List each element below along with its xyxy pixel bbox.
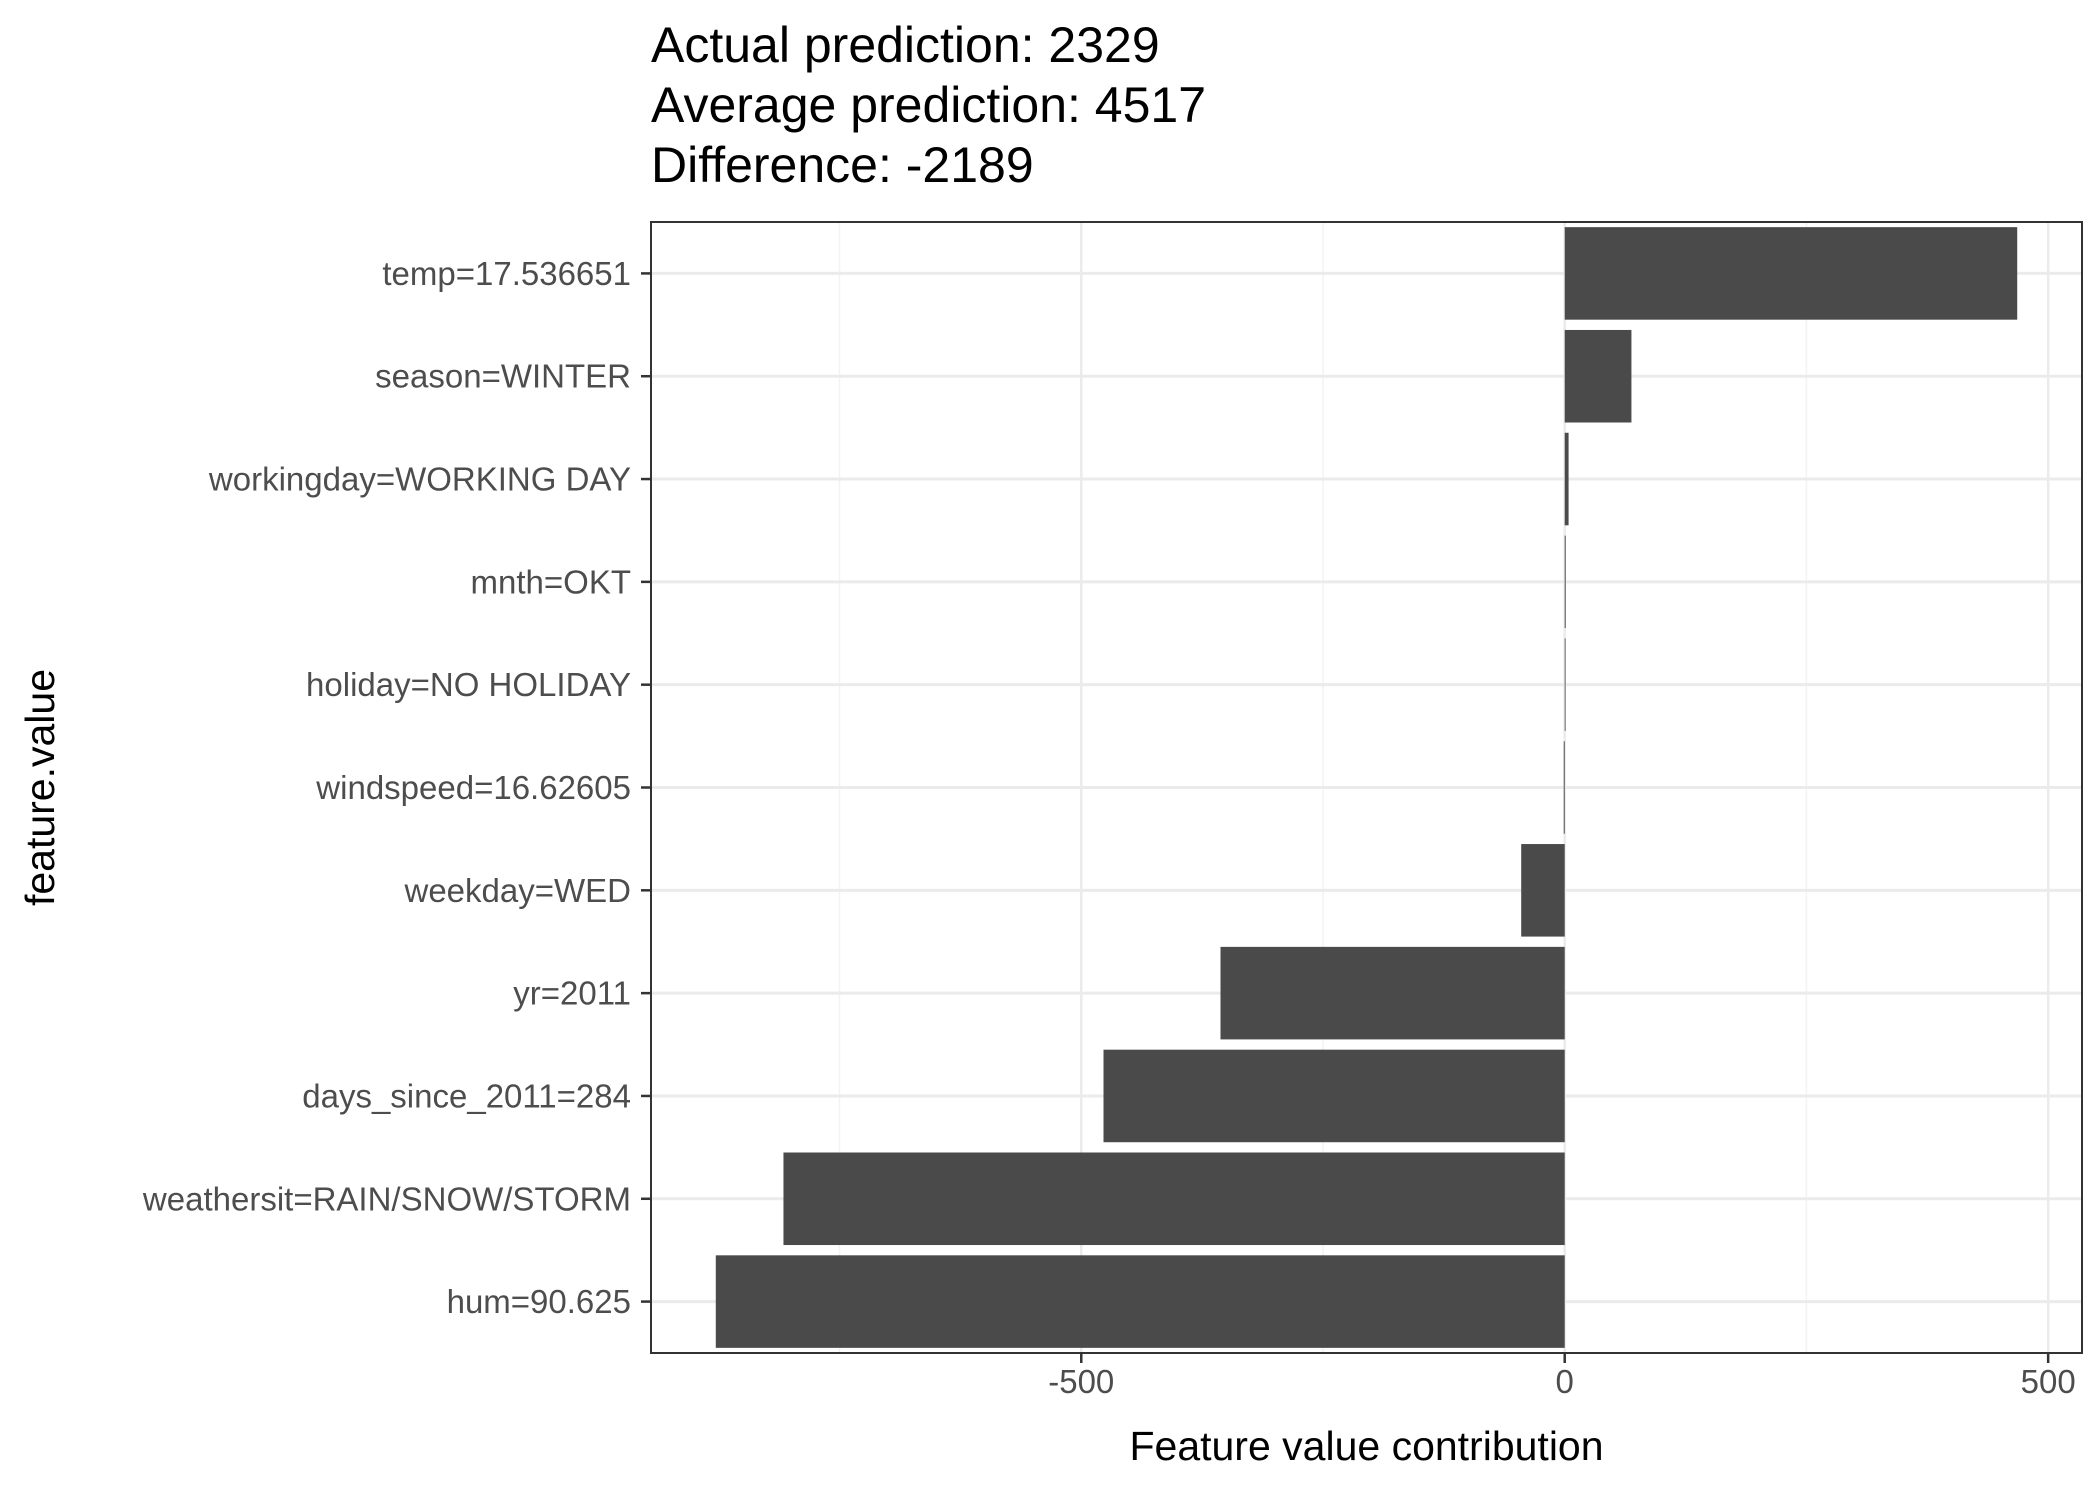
x-tick-label: 500 xyxy=(2021,1363,2076,1400)
x-axis: -500 0 500 xyxy=(1048,1353,2076,1400)
bars xyxy=(715,227,2018,1348)
y-tick-label: weekday=WED xyxy=(403,872,631,909)
y-tick-label: mnth=OKT xyxy=(471,563,631,600)
y-tick-label: windspeed=16.62605 xyxy=(315,769,631,806)
bar-yr xyxy=(1220,946,1565,1040)
x-axis-title: Feature value contribution xyxy=(1129,1423,1603,1469)
bar-season xyxy=(1564,329,1632,423)
y-tick-label: temp=17.536651 xyxy=(382,255,631,292)
y-tick-label: days_since_2011=284 xyxy=(302,1077,631,1114)
bar-holiday xyxy=(1564,638,1566,731)
plot-panel xyxy=(650,221,2083,1354)
y-axis-title: feature.value xyxy=(17,669,63,906)
y-tick-label: season=WINTER xyxy=(375,358,631,395)
chart-title: Actual prediction: 2329 Average predicti… xyxy=(651,17,1206,193)
title-line-difference: Difference: -2189 xyxy=(651,137,1034,193)
bar-days-since-2011 xyxy=(1103,1049,1565,1143)
y-tick-label: yr=2011 xyxy=(513,975,631,1012)
y-tick-label: workingday=WORKING DAY xyxy=(208,461,631,498)
y-axis: temp=17.536651 season=WINTER workingday=WO… xyxy=(142,255,651,1320)
bar-mnth xyxy=(1564,535,1566,629)
bar-weathersit xyxy=(783,1152,1565,1246)
bar-hum xyxy=(715,1255,1565,1348)
x-tick-label: -500 xyxy=(1048,1363,1114,1400)
y-tick-label: holiday=NO HOLIDAY xyxy=(306,666,631,703)
y-tick-label: hum=90.625 xyxy=(447,1283,631,1320)
title-line-average: Average prediction: 4517 xyxy=(651,77,1206,133)
bar-weekday xyxy=(1521,844,1565,937)
bar-workingday xyxy=(1564,432,1569,526)
title-line-actual: Actual prediction: 2329 xyxy=(651,17,1160,73)
bar-temp xyxy=(1564,227,2018,320)
x-tick-label: 0 xyxy=(1556,1363,1574,1400)
bar-windspeed xyxy=(1563,741,1565,834)
y-tick-label: weathersit=RAIN/SNOW/STORM xyxy=(142,1180,631,1217)
